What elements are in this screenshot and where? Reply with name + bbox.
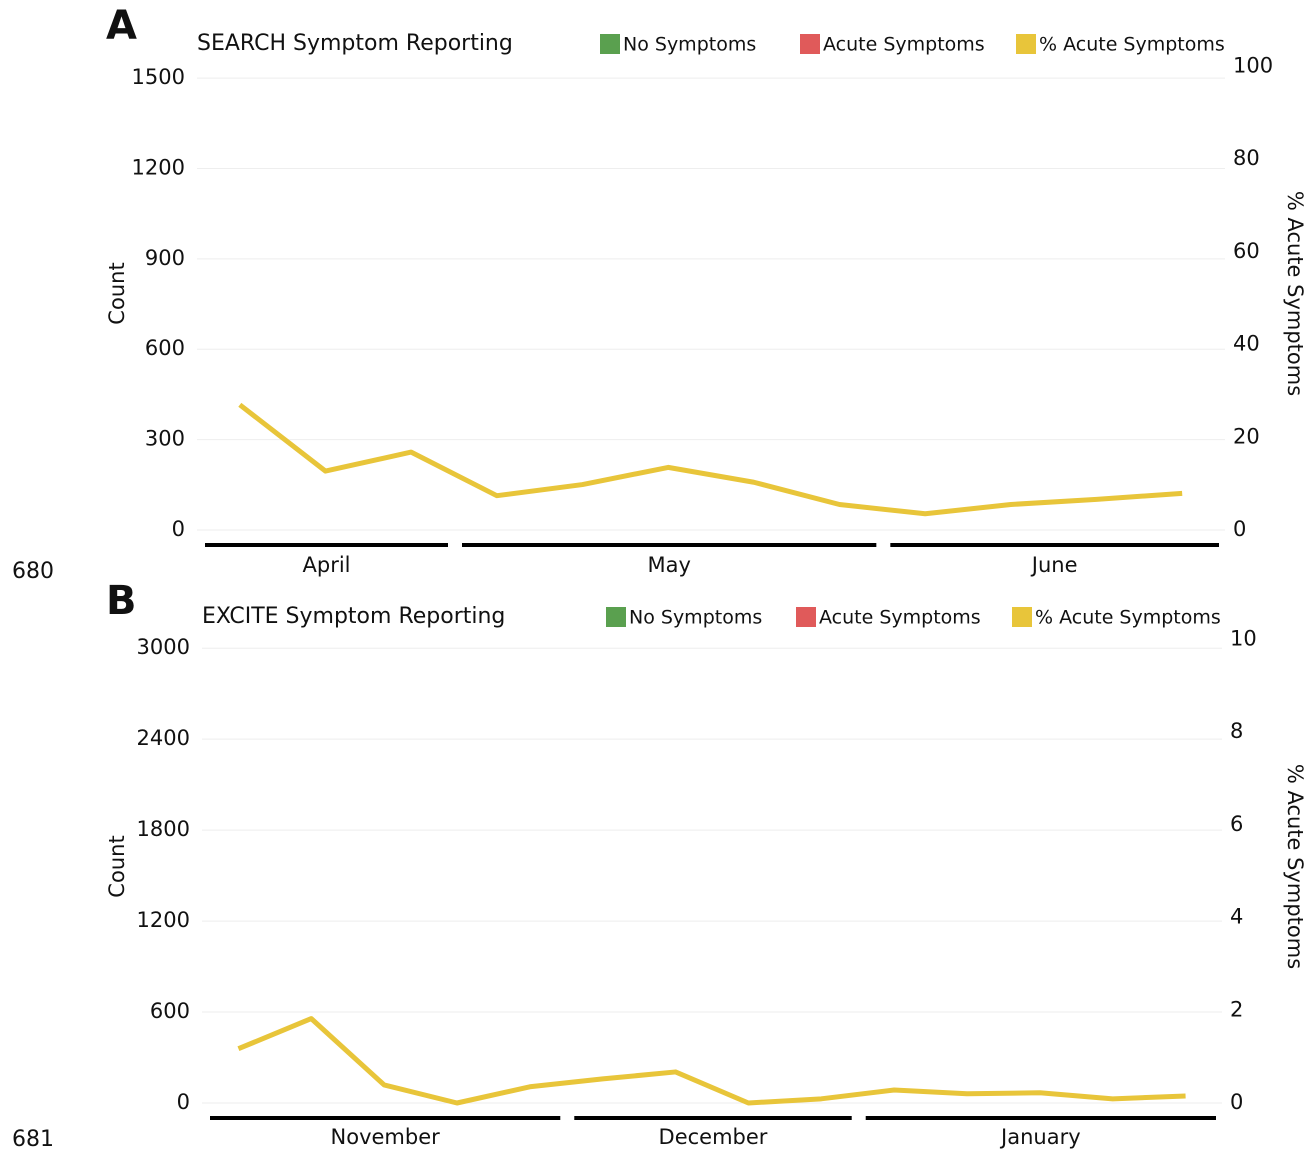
- y2-tick-label: 80: [1233, 146, 1260, 170]
- chart-title: SEARCH Symptom Reporting: [197, 31, 513, 56]
- y2-tick-label: 20: [1233, 424, 1260, 448]
- y-tick-label: 300: [145, 427, 185, 451]
- y2-tick-label: 100: [1233, 53, 1273, 77]
- y-tick-label: 3000: [137, 635, 190, 659]
- y2-tick-label: 8: [1230, 719, 1243, 743]
- legend-label: Acute Symptoms: [823, 34, 985, 56]
- y-axis-label: Count: [105, 835, 129, 897]
- y-tick-label: 600: [145, 336, 185, 360]
- y2-tick-label: 6: [1230, 812, 1243, 836]
- y2-axis-label: % Acute Symptoms: [1283, 191, 1307, 396]
- panel-label: B: [106, 578, 137, 624]
- y-tick-label: 0: [172, 517, 185, 541]
- x-group-label: June: [1030, 553, 1078, 577]
- line: [237, 1016, 1186, 1106]
- line-number: 680: [12, 559, 54, 584]
- plot-area: [202, 630, 1222, 1103]
- x-group-label: April: [303, 553, 351, 577]
- chart-title: EXCITE Symptom Reporting: [202, 604, 505, 629]
- y2-tick-label: 40: [1233, 332, 1260, 356]
- y2-tick-label: 0: [1230, 1090, 1243, 1114]
- y-tick-label: 0: [177, 1090, 190, 1114]
- legend-swatch: [1012, 607, 1032, 627]
- y-tick-label: 1200: [137, 908, 190, 932]
- legend-swatch: [1016, 34, 1036, 54]
- y2-tick-label: 0: [1233, 517, 1246, 541]
- legend-swatch: [800, 34, 820, 54]
- x-group-label: January: [999, 1125, 1081, 1149]
- line-number: 681: [12, 1127, 54, 1150]
- y2-tick-label: 10: [1230, 626, 1257, 650]
- y-tick-label: 600: [150, 999, 190, 1023]
- y-axis-label: Count: [105, 262, 129, 324]
- legend-label: % Acute Symptoms: [1039, 34, 1225, 56]
- legend-label: No Symptoms: [623, 34, 756, 56]
- y2-tick-label: 4: [1230, 905, 1243, 929]
- y-tick-label: 900: [145, 246, 185, 270]
- plot-area: [197, 57, 1225, 530]
- x-group-label: November: [331, 1125, 441, 1149]
- y2-tick-label: 2: [1230, 997, 1243, 1021]
- x-group-label: December: [659, 1125, 768, 1149]
- legend-swatch: [606, 607, 626, 627]
- legend-label: % Acute Symptoms: [1035, 607, 1221, 629]
- legend-swatch: [600, 34, 620, 54]
- panel-label: A: [106, 3, 137, 49]
- y-tick-label: 2400: [137, 726, 190, 750]
- y2-axis-label: % Acute Symptoms: [1283, 764, 1307, 969]
- x-group-label: May: [647, 553, 690, 577]
- legend-label: Acute Symptoms: [819, 607, 981, 629]
- legend-swatch: [796, 607, 816, 627]
- y-tick-label: 1800: [137, 817, 190, 841]
- y-tick-label: 1200: [132, 155, 185, 179]
- legend-label: No Symptoms: [629, 607, 762, 629]
- y2-tick-label: 60: [1233, 239, 1260, 263]
- y-tick-label: 1500: [132, 65, 185, 89]
- line: [238, 402, 1183, 517]
